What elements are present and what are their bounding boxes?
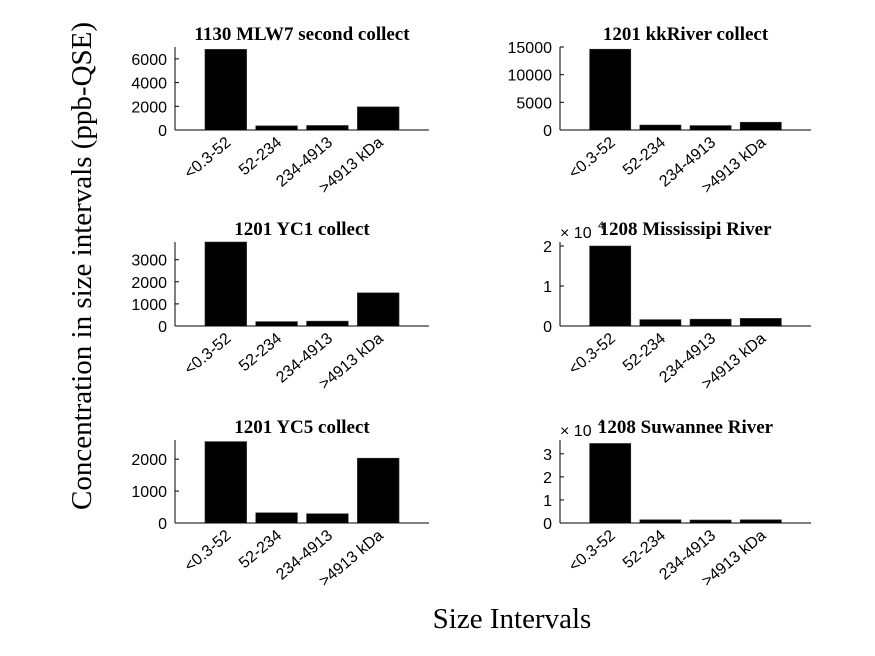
y-tick-label: 0: [543, 123, 552, 140]
y-tick-label: 15000: [508, 40, 553, 57]
bar: [204, 49, 247, 131]
chart-panel: 1201 kkRiver collect 0 5000 10000 15000 <0.3-…: [508, 24, 811, 197]
y-tick-label: 4000: [131, 76, 167, 93]
bar: [204, 441, 247, 524]
y-tick-label: 1000: [131, 297, 167, 314]
y-tick-label: 2000: [131, 99, 167, 116]
bar: [306, 513, 349, 524]
chart-title: 1201 kkRiver collect: [603, 24, 769, 45]
y-tick-label: 5000: [516, 95, 552, 112]
figure-xlabel: Size Intervals: [433, 603, 592, 635]
x-category-label: 52-234: [236, 134, 285, 179]
bar: [357, 106, 400, 131]
x-category-label: <0.3-52: [182, 527, 235, 575]
y-tick-label: 10000: [508, 68, 553, 85]
y-exponent-label: × 10: [560, 423, 592, 440]
y-tick-label: 2000: [131, 452, 167, 469]
x-category-label: <0.3-52: [182, 330, 235, 378]
chart-title: 1208 Suwannee River: [598, 417, 774, 438]
y-exponent-power: 4: [598, 418, 604, 430]
y-tick-label: 0: [158, 516, 167, 533]
y-tick-label: 0: [543, 516, 552, 533]
bar: [689, 125, 732, 131]
chart-panel: 1201 YC1 collect 0 1000 2000 3000 <0.3-52 52-2…: [131, 219, 429, 393]
y-tick-label: 2000: [131, 275, 167, 292]
bar: [639, 319, 682, 327]
x-category-label: <0.3-52: [566, 330, 619, 378]
y-tick-label: 0: [543, 319, 552, 336]
bar: [255, 512, 298, 524]
y-tick-label: 0: [158, 319, 167, 336]
bar: [255, 125, 298, 131]
y-exponent-label: × 10: [560, 225, 592, 242]
y-tick-label: 1000: [131, 484, 167, 501]
bar: [689, 318, 732, 327]
y-tick-label: 1: [543, 493, 552, 510]
bar: [357, 457, 400, 524]
bar: [589, 245, 632, 327]
bar: [739, 318, 782, 327]
y-tick-label: 0: [158, 123, 167, 140]
y-tick-label: 2: [543, 239, 552, 256]
chart-title: 1201 YC1 collect: [234, 219, 370, 240]
y-tick-label: 6000: [131, 52, 167, 69]
bar: [306, 320, 349, 327]
chart-panel: 1130 MLW7 second collect 0 2000 4000 6000 <0.…: [131, 24, 429, 197]
bar: [306, 125, 349, 131]
y-tick-label: 1: [543, 279, 552, 296]
y-tick-label: 2: [543, 470, 552, 487]
bar: [639, 124, 682, 131]
bar: [589, 443, 632, 524]
chart-title: 1201 YC5 collect: [234, 417, 370, 438]
bar: [255, 321, 298, 327]
chart-title: 1130 MLW7 second collect: [194, 24, 410, 45]
y-exponent-power: 4: [598, 220, 604, 232]
x-category-label: <0.3-52: [566, 134, 619, 182]
figure-ylabel: Concentration in size intervals (ppb-QSE…: [66, 22, 98, 510]
bar: [739, 121, 782, 131]
x-category-label: 52-234: [236, 527, 285, 572]
x-category-label: 52-234: [236, 330, 285, 375]
chart-title: 1208 Mississipi River: [599, 219, 772, 240]
bar: [357, 292, 400, 327]
y-tick-label: 3: [543, 447, 552, 464]
y-tick-label: 3000: [131, 253, 167, 270]
bar: [589, 48, 632, 131]
x-category-label: <0.3-52: [182, 134, 235, 182]
x-category-label: <0.3-52: [566, 527, 619, 575]
bar: [204, 241, 247, 327]
